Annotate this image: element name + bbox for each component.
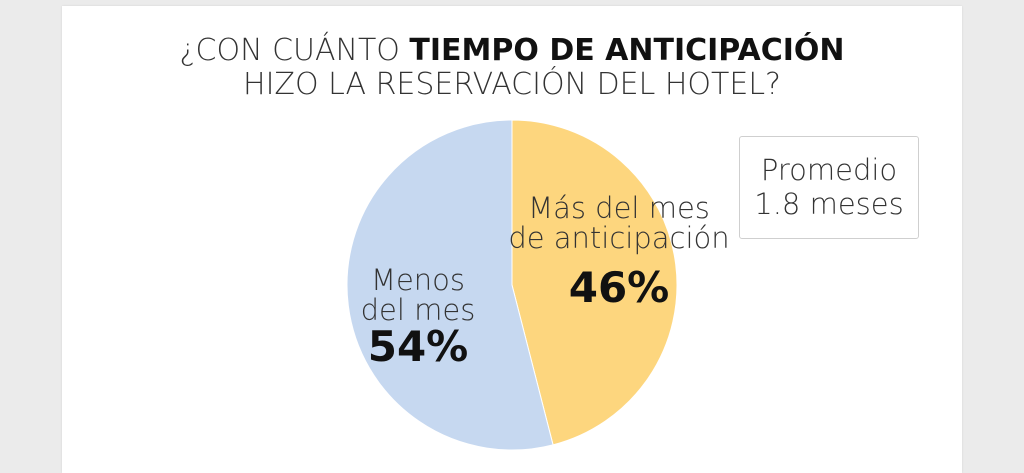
- slice-label-2-line-1: Menos: [371, 263, 465, 297]
- title-bold-part: TIEMPO DE ANTICIPACIÓN: [409, 33, 845, 68]
- pie-slice-2: [346, 119, 554, 451]
- average-note-label: Promedio: [760, 153, 898, 187]
- pie-slice-1: [511, 119, 678, 446]
- slice-label-2-line-2: del mes: [361, 293, 476, 327]
- slice-percent-2: 54%: [368, 322, 469, 371]
- title-line-2: HIZO LA RESERVACIÓN DEL HOTEL?: [243, 67, 781, 102]
- chart-title: ¿CON CUÁNTO TIEMPO DE ANTICIPACIÓN HIZO …: [62, 34, 962, 102]
- slice-label-1-line-2: de anticipación: [508, 221, 729, 255]
- title-line-1: ¿CON CUÁNTO TIEMPO DE ANTICIPACIÓN: [62, 34, 962, 68]
- title-light-part: ¿CON CUÁNTO: [179, 33, 410, 68]
- average-note-value: 1.8 meses: [754, 187, 904, 221]
- slice-percent-1: 46%: [569, 263, 670, 312]
- average-note-box: Promedio 1.8 meses: [739, 136, 919, 239]
- slice-label-1-line-1: Más del mes: [528, 191, 710, 225]
- slide: ¿CON CUÁNTO TIEMPO DE ANTICIPACIÓN HIZO …: [62, 6, 962, 473]
